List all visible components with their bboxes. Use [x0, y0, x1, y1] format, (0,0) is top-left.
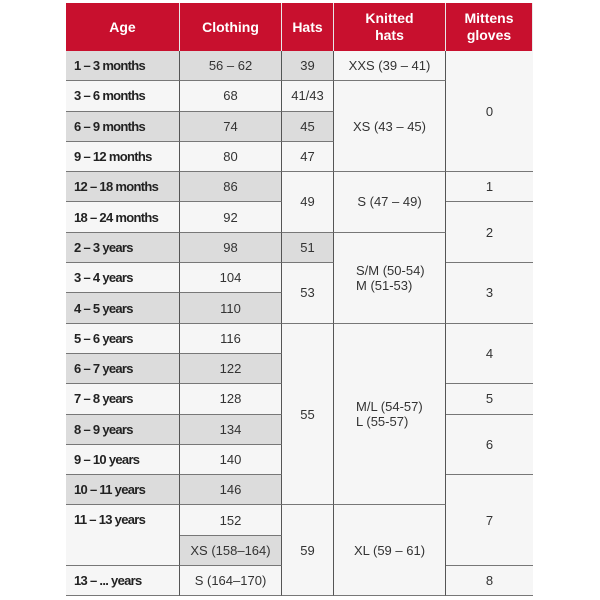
- knitted-hats-cell: M/L (54-57) L (55-57): [334, 323, 446, 506]
- age-cell: 4 – 5 years: [66, 293, 180, 324]
- clothing-cell: 68: [180, 81, 282, 112]
- hats-cell: 55: [282, 323, 334, 506]
- mittens-gloves-cell: 4: [446, 323, 533, 385]
- clothing-cell: 110: [180, 293, 282, 324]
- clothing-cell: 92: [180, 202, 282, 233]
- knitted-hats-cell: XL (59 – 61): [334, 505, 446, 597]
- clothing-cell: 128: [180, 384, 282, 415]
- knitted-hats-cell: S/M (50-54) M (51-53): [334, 232, 446, 324]
- hats-cell: 53: [282, 263, 334, 324]
- knitted-hats-cell: XXS (39 – 41): [334, 51, 446, 82]
- mittens-gloves-cell: 5: [446, 384, 533, 415]
- header-clothing: Clothing: [180, 3, 282, 51]
- mittens-gloves-cell: 7: [446, 475, 533, 567]
- clothing-cell: 56 – 62: [180, 51, 282, 82]
- age-cell: 13 – ... years: [66, 566, 180, 597]
- clothing-cell: 74: [180, 111, 282, 142]
- header-mittens-gloves: Mittens gloves: [446, 3, 533, 51]
- clothing-cell: XS (158–164): [180, 535, 282, 567]
- mittens-gloves-cell: 8: [446, 566, 533, 597]
- hats-cell: 45: [282, 111, 334, 142]
- clothing-cell: S (164–170): [180, 566, 282, 597]
- hats-cell: 59: [282, 505, 334, 597]
- clothing-cell: 98: [180, 232, 282, 264]
- age-cell: 10 – 11 years: [66, 475, 180, 506]
- hats-cell: 51: [282, 232, 334, 264]
- clothing-cell: 122: [180, 353, 282, 385]
- knitted-hats-cell: XS (43 – 45): [334, 81, 446, 173]
- header-knitted-hats: Knitted hats: [334, 3, 446, 51]
- clothing-cell: 80: [180, 141, 282, 173]
- age-cell: 11 – 13 years: [66, 505, 180, 567]
- age-cell: 7 – 8 years: [66, 384, 180, 415]
- hats-cell: 41/43: [282, 81, 334, 112]
- hats-cell: 47: [282, 141, 334, 173]
- mittens-gloves-cell: 1: [446, 172, 533, 203]
- clothing-cell: 116: [180, 323, 282, 354]
- age-cell: 5 – 6 years: [66, 323, 180, 354]
- mittens-gloves-cell: 3: [446, 263, 533, 324]
- header-age: Age: [66, 3, 180, 51]
- clothing-cell: 134: [180, 414, 282, 445]
- clothing-cell: 86: [180, 172, 282, 203]
- age-cell: 3 – 4 years: [66, 263, 180, 294]
- age-cell: 12 – 18 months: [66, 172, 180, 203]
- age-cell: 1 – 3 months: [66, 51, 180, 82]
- age-cell: 6 – 7 years: [66, 353, 180, 385]
- size-chart-table: Age Clothing Hats Knitted hats Mittens gloves 1…: [66, 3, 533, 597]
- age-cell: 9 – 10 years: [66, 444, 180, 476]
- age-cell: 9 – 12 months: [66, 141, 180, 173]
- mittens-gloves-cell: 6: [446, 414, 533, 476]
- hats-cell: 39: [282, 51, 334, 82]
- header-hats: Hats: [282, 3, 334, 51]
- age-cell: 2 – 3 years: [66, 232, 180, 264]
- age-cell: 6 – 9 months: [66, 111, 180, 142]
- mittens-gloves-cell: 0: [446, 51, 533, 173]
- clothing-cell: 104: [180, 263, 282, 294]
- age-cell: 8 – 9 years: [66, 414, 180, 445]
- hats-cell: 49: [282, 172, 334, 233]
- age-cell: 3 – 6 months: [66, 81, 180, 112]
- clothing-cell: 152: [180, 505, 282, 536]
- clothing-cell: 146: [180, 475, 282, 506]
- age-cell: 18 – 24 months: [66, 202, 180, 233]
- clothing-cell: 140: [180, 444, 282, 476]
- knitted-hats-cell: S (47 – 49): [334, 172, 446, 233]
- mittens-gloves-cell: 2: [446, 202, 533, 264]
